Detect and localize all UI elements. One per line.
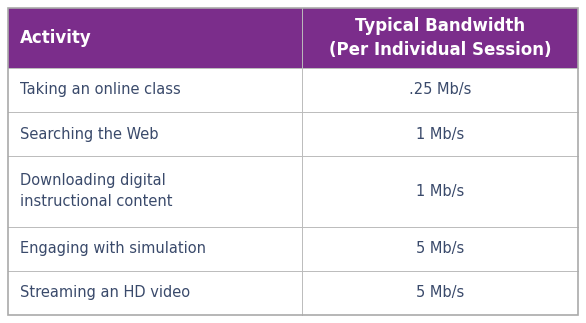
Bar bbox=[302, 112, 578, 156]
Bar bbox=[8, 156, 302, 227]
Text: Taking an online class: Taking an online class bbox=[20, 82, 180, 98]
Text: 5 Mb/s: 5 Mb/s bbox=[415, 241, 464, 256]
Text: Searching the Web: Searching the Web bbox=[20, 127, 158, 142]
Bar bbox=[8, 227, 302, 271]
Text: 1 Mb/s: 1 Mb/s bbox=[415, 184, 464, 199]
Bar bbox=[302, 156, 578, 227]
Text: .25 Mb/s: .25 Mb/s bbox=[408, 82, 471, 98]
Text: 1 Mb/s: 1 Mb/s bbox=[415, 127, 464, 142]
Bar bbox=[302, 68, 578, 112]
Text: Streaming an HD video: Streaming an HD video bbox=[20, 286, 190, 300]
Bar bbox=[8, 112, 302, 156]
Text: Downloading digital
instructional content: Downloading digital instructional conten… bbox=[20, 173, 172, 209]
Bar bbox=[8, 68, 302, 112]
Bar bbox=[302, 8, 578, 68]
Bar bbox=[8, 8, 302, 68]
Bar bbox=[8, 271, 302, 315]
Bar bbox=[302, 271, 578, 315]
Text: 5 Mb/s: 5 Mb/s bbox=[415, 286, 464, 300]
Text: Engaging with simulation: Engaging with simulation bbox=[20, 241, 206, 256]
Text: Activity: Activity bbox=[20, 29, 92, 47]
Text: Typical Bandwidth
(Per Individual Session): Typical Bandwidth (Per Individual Sessio… bbox=[329, 17, 551, 59]
Bar bbox=[302, 227, 578, 271]
